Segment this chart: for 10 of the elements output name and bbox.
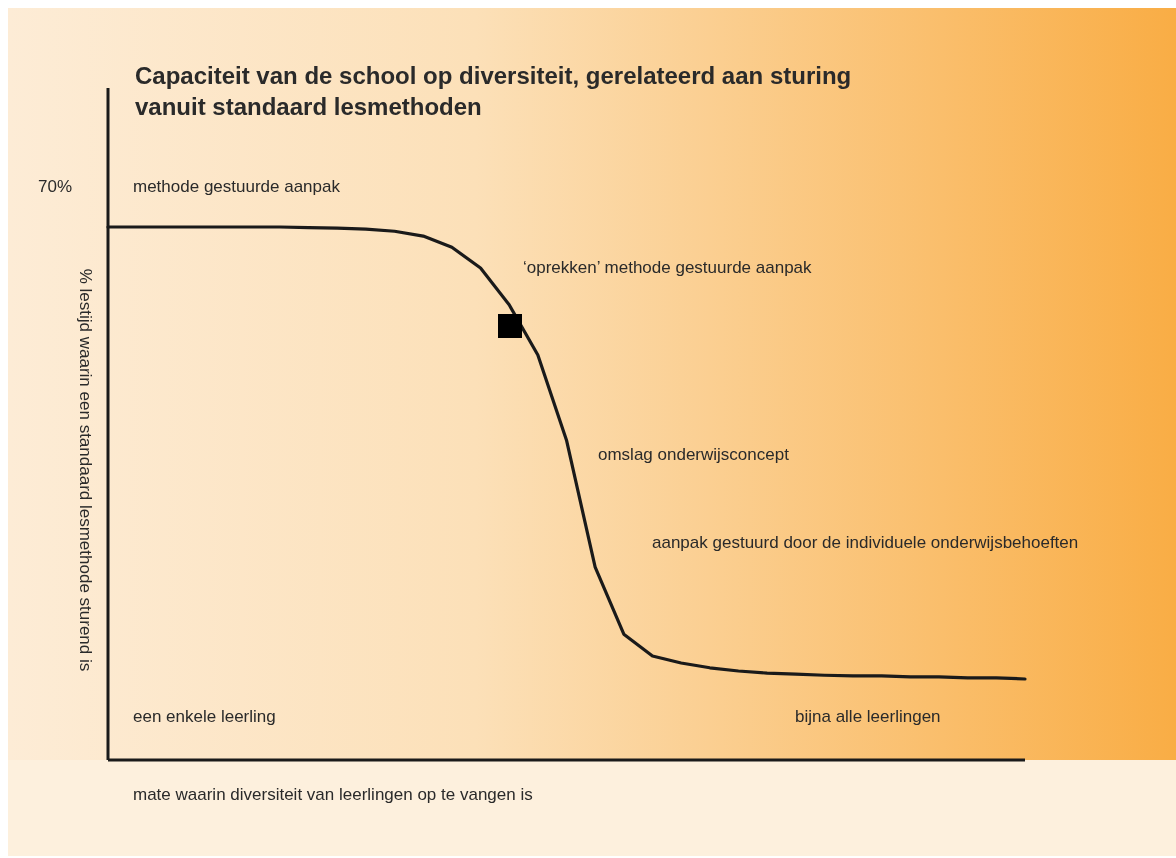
annotation: ‘oprekken’ methode gestuurde aanpak: [523, 258, 813, 277]
text: methode gestuurde aanpak: [133, 177, 341, 196]
annotation: een enkele leerling: [133, 707, 276, 726]
x-axis-title: mate waarin diversiteit van leerlingen op te vangen is: [133, 785, 533, 804]
annotation: omslag onderwijsconcept: [598, 445, 790, 464]
annotation: aanpak gestuurd door de individuele onderwijsbehoeften: [652, 533, 1079, 552]
annotation: bijna alle leerlingen: [795, 707, 941, 726]
y-axis-title: % lestijd waarin een standaard lesmethode sturend is: [76, 268, 95, 672]
chart-title: Capaciteit van de school op diversiteit, gerelateerd aan sturing vanuit standaard lesmethoden: [135, 62, 852, 120]
text: 70%: [38, 177, 73, 196]
